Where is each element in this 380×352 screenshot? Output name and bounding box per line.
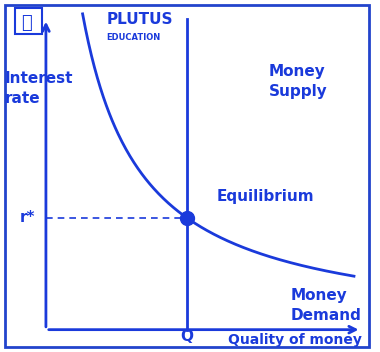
Text: Interest
rate: Interest rate: [5, 71, 74, 106]
Text: Quality of money: Quality of money: [228, 333, 361, 347]
Text: Q: Q: [180, 329, 193, 344]
Text: Equilibrium: Equilibrium: [217, 189, 314, 205]
Text: EDUCATION: EDUCATION: [106, 33, 161, 43]
Text: r*: r*: [19, 210, 35, 225]
Text: PLUTUS: PLUTUS: [106, 12, 173, 27]
Text: ⛓: ⛓: [21, 14, 32, 32]
Text: Money
Supply: Money Supply: [269, 64, 327, 99]
Text: Money
Demand: Money Demand: [291, 288, 362, 322]
